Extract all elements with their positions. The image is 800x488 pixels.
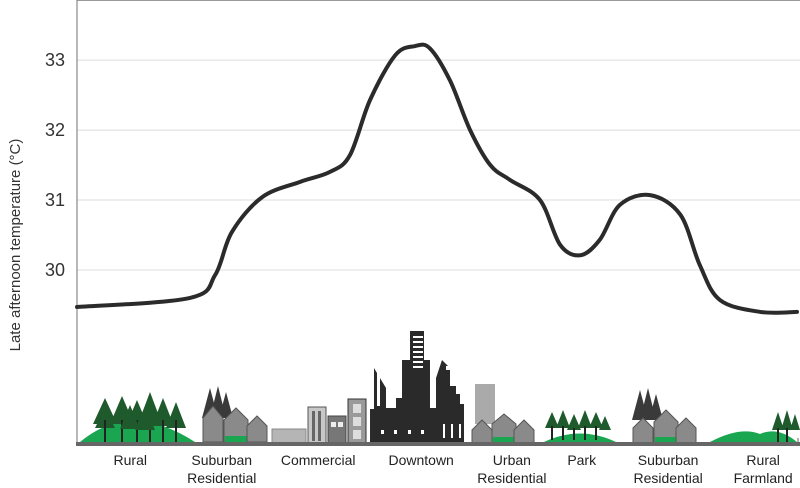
temperature-line xyxy=(75,42,799,315)
y-tick-label: 32 xyxy=(45,120,65,140)
zone-label: Downtown xyxy=(388,452,453,468)
zone-label-line: Residential xyxy=(633,470,702,486)
urban-residential-illustration xyxy=(471,384,535,444)
zone-label-line: Rural xyxy=(746,452,779,468)
zone-label: Urban Residential xyxy=(477,452,546,486)
zone-label-line: Residential xyxy=(477,470,546,486)
zone-label: Rural Farmland xyxy=(734,452,793,486)
y-tick-labels: 30 31 32 33 xyxy=(45,50,65,280)
downtown-skyline-illustration xyxy=(370,331,464,443)
zone-label: Park xyxy=(567,452,597,468)
ground-line xyxy=(76,442,800,446)
zone-label-line: Residential xyxy=(187,470,256,486)
zone-label: Suburban Residential xyxy=(633,452,702,486)
zone-label-line: Park xyxy=(567,452,597,468)
park-trees-illustration xyxy=(544,410,616,442)
y-tick-label: 30 xyxy=(45,260,65,280)
rural-trees-illustration xyxy=(80,392,195,442)
commercial-buildings-illustration xyxy=(271,398,367,444)
zone-label-line: Suburban xyxy=(191,452,252,468)
zone-label-line: Downtown xyxy=(388,452,453,468)
y-tick-label: 33 xyxy=(45,50,65,70)
farmland-illustration xyxy=(710,410,800,442)
zone-label-line: Commercial xyxy=(281,452,356,468)
suburban-houses-illustration-2 xyxy=(632,388,697,444)
zone-label-line: Rural xyxy=(114,452,147,468)
suburban-houses-illustration xyxy=(202,386,268,443)
y-axis-label: Late afternoon temperature (°C) xyxy=(7,139,24,352)
zone-label-line: Suburban xyxy=(638,452,699,468)
zone-labels: Rural Suburban Residential Commercial Downto… xyxy=(114,452,793,486)
zone-label: Commercial xyxy=(281,452,356,468)
zone-label: Suburban Residential xyxy=(187,452,256,486)
zone-label-line: Urban xyxy=(493,452,531,468)
landscape-illustration xyxy=(80,331,800,444)
y-tick-label: 31 xyxy=(45,190,65,210)
zone-label-line: Farmland xyxy=(734,470,793,486)
zone-label: Rural xyxy=(114,452,147,468)
